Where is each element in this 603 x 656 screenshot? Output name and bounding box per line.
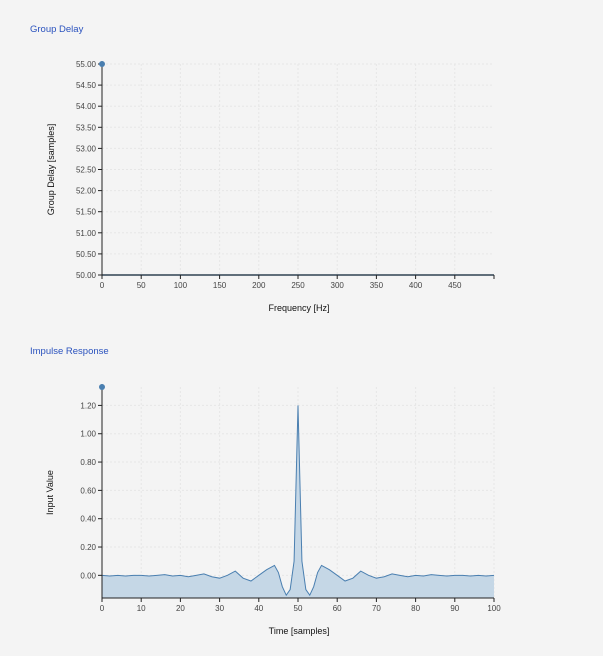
y-tick-label: 51.00 — [76, 229, 97, 238]
y-tick-label: 0.00 — [80, 571, 96, 580]
x-tick-label: 450 — [448, 281, 462, 290]
x-tick-label: 0 — [100, 281, 105, 290]
x-tick-label: 200 — [252, 281, 266, 290]
group-delay-chart: 0 50 100 150 200 250 300 350 400 450 50.00 50.50 51.… — [46, 60, 495, 313]
impulse-response-title: Impulse Response — [30, 346, 109, 357]
x-tick-label: 20 — [176, 604, 185, 613]
impulse-response-chart: 0 10 20 30 40 50 60 70 80 90 100 0.00 0.20 0.40 0.60 0.… — [45, 384, 501, 636]
x-tick-label: 40 — [254, 604, 263, 613]
x-tick-label: 10 — [137, 604, 146, 613]
gridlines — [102, 63, 494, 276]
y-tick-label: 55.00 — [76, 60, 97, 69]
x-tick-label: 150 — [213, 281, 227, 290]
y-tick-label: 50.00 — [76, 271, 97, 280]
y-tick-label: 53.50 — [76, 123, 97, 132]
x-tick-label: 50 — [294, 604, 303, 613]
y-tick-label: 54.00 — [76, 102, 97, 111]
x-tick-label: 100 — [487, 604, 501, 613]
x-tick-label: 300 — [331, 281, 345, 290]
x-tick-label: 100 — [174, 281, 188, 290]
x-tick-label: 50 — [137, 281, 146, 290]
x-tick-label: 30 — [215, 604, 224, 613]
y-axis-label: Input Value — [45, 470, 55, 515]
y-axis-label: Group Delay [samples] — [46, 124, 56, 216]
x-tick-label: 400 — [409, 281, 423, 290]
x-tick-label: 70 — [372, 604, 381, 613]
y-tick-label: 1.20 — [80, 401, 96, 410]
x-tick-label: 350 — [370, 281, 384, 290]
y-tick-label: 0.40 — [80, 515, 96, 524]
y-tick-label: 52.00 — [76, 187, 97, 196]
y-tick-label: 0.80 — [80, 458, 96, 467]
y-tick-label: 54.50 — [76, 81, 97, 90]
x-tick-label: 250 — [291, 281, 305, 290]
data-point-marker[interactable] — [99, 61, 105, 67]
series-area — [102, 405, 494, 598]
y-tick-label: 0.20 — [80, 543, 96, 552]
x-tick-label: 80 — [411, 604, 420, 613]
series-line — [101, 405, 495, 597]
y-tick-label: 51.50 — [76, 208, 97, 217]
x-axis-label: Time [samples] — [269, 626, 330, 636]
y-tick-label: 52.50 — [76, 166, 97, 175]
y-tick-label: 1.00 — [80, 430, 96, 439]
x-tick-label: 90 — [450, 604, 459, 613]
data-point-marker[interactable] — [99, 384, 105, 390]
y-tick-label: 50.50 — [76, 250, 97, 259]
x-tick-label: 60 — [333, 604, 342, 613]
y-tick-label: 0.60 — [80, 486, 96, 495]
x-tick-label: 0 — [100, 604, 105, 613]
x-axis-label: Frequency [Hz] — [268, 303, 329, 313]
group-delay-title: Group Delay — [30, 24, 84, 35]
y-tick-label: 53.00 — [76, 144, 97, 153]
